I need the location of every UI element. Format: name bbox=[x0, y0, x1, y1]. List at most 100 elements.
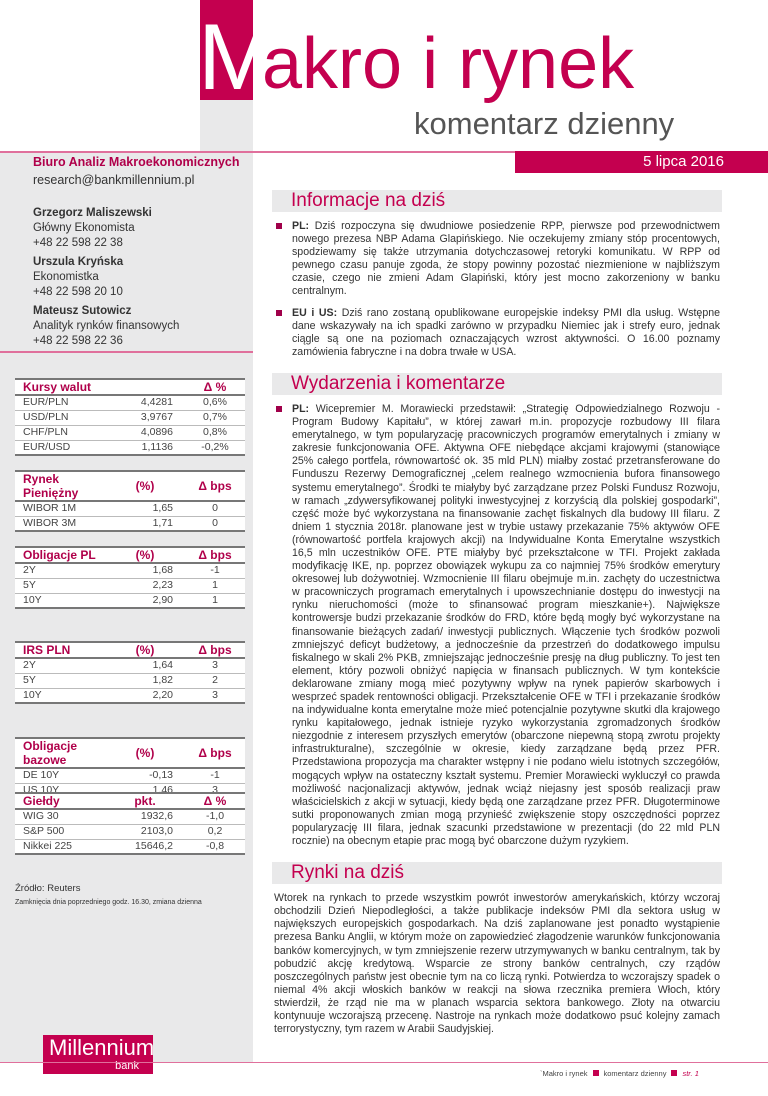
value: 1,71 bbox=[105, 516, 185, 532]
instrument: Nikkei 225 bbox=[15, 839, 105, 855]
instrument: 5Y bbox=[15, 578, 105, 594]
market-table: Obligacje bazowe (%) Δ bps DE 10Y -0,13 -1 US … bbox=[15, 737, 245, 799]
change: 0 bbox=[185, 516, 245, 532]
title-initial-block: M bbox=[200, 0, 253, 100]
table-title: IRS PLN bbox=[15, 641, 105, 659]
decor-strip bbox=[200, 100, 253, 152]
column-header: (%) bbox=[105, 737, 185, 769]
column-header: Δ % bbox=[185, 378, 245, 396]
change: 3 bbox=[185, 688, 245, 704]
table-row: WIBOR 1M 1,65 0 bbox=[15, 501, 245, 517]
instrument: WIG 30 bbox=[15, 809, 105, 825]
change: 0,2 bbox=[185, 824, 245, 840]
change: 3 bbox=[185, 658, 245, 674]
value: 1,82 bbox=[105, 673, 185, 689]
change: -0,8 bbox=[185, 839, 245, 855]
table-row: 5Y 2,23 1 bbox=[15, 578, 245, 594]
table-row: CHF/PLN 4,0896 0,8% bbox=[15, 425, 245, 441]
table-row: 2Y 1,64 3 bbox=[15, 658, 245, 674]
table-row: EUR/USD 1,1136 -0,2% bbox=[15, 440, 245, 456]
value: 2,90 bbox=[105, 593, 185, 609]
table-row: WIBOR 3M 1,71 0 bbox=[15, 516, 245, 532]
table-title: Kursy walut bbox=[15, 378, 105, 396]
market-table: Giełdy pkt. Δ % WIG 30 1932,6 -1,0 S&P 500 2103… bbox=[15, 792, 245, 855]
contact-person: Mateusz Sutowicz Analityk rynków finansow… bbox=[33, 305, 180, 347]
change: 0,8% bbox=[185, 425, 245, 441]
contact-person: Grzegorz Maliszewski Główny Ekonomista +48… bbox=[33, 207, 152, 249]
table-row: DE 10Y -0,13 -1 bbox=[15, 768, 245, 784]
bullet-item: PL: Dziś rozpoczyna się dwudniowe posied… bbox=[276, 220, 720, 298]
table-row: 5Y 1,82 2 bbox=[15, 673, 245, 689]
market-table: Kursy walut Δ % EUR/PLN 4,4281 0,6% USD/PLN 3,… bbox=[15, 378, 245, 456]
change: -1,0 bbox=[185, 809, 245, 825]
millennium-logo: Millennium bank bbox=[43, 1035, 153, 1075]
change: 1 bbox=[185, 593, 245, 609]
table-title: Obligacje PL bbox=[15, 546, 105, 564]
value: 2,20 bbox=[105, 688, 185, 704]
column-header: Δ bps bbox=[185, 737, 245, 769]
instrument: WIBOR 1M bbox=[15, 501, 105, 517]
instrument: USD/PLN bbox=[15, 410, 105, 426]
column-header: Δ bps bbox=[185, 546, 245, 564]
email-link[interactable]: research@bankmillennium.pl bbox=[33, 173, 195, 187]
value: 4,4281 bbox=[105, 395, 185, 411]
divider bbox=[0, 151, 768, 153]
column-header: (%) bbox=[105, 641, 185, 659]
instrument: CHF/PLN bbox=[15, 425, 105, 441]
change: 0,6% bbox=[185, 395, 245, 411]
contact-person: Urszula Kryńska Ekonomistka +48 22 598 20 … bbox=[33, 256, 124, 298]
instrument: EUR/PLN bbox=[15, 395, 105, 411]
table-row: Nikkei 225 15646,2 -0,8 bbox=[15, 839, 245, 855]
value: 2103,0 bbox=[105, 824, 185, 840]
market-table: IRS PLN (%) Δ bps 2Y 1,64 3 5Y 1,82 2 10Y 2,20 3 bbox=[15, 641, 245, 704]
page-footer: `Makro i rynek komentarz dzienny str. 1 bbox=[540, 1069, 699, 1079]
table-row: 2Y 1,68 -1 bbox=[15, 563, 245, 579]
instrument: 5Y bbox=[15, 673, 105, 689]
markets-paragraph: Wtorek na rynkach to przede wszystkim po… bbox=[274, 892, 720, 1036]
value: 1,65 bbox=[105, 501, 185, 517]
change: 2 bbox=[185, 673, 245, 689]
column-header: pkt. bbox=[105, 792, 185, 810]
divider bbox=[0, 351, 253, 353]
column-header: (%) bbox=[105, 546, 185, 564]
value: 1932,6 bbox=[105, 809, 185, 825]
change: -1 bbox=[185, 768, 245, 784]
table-title: Obligacje bazowe bbox=[15, 737, 105, 769]
column-header: (%) bbox=[105, 470, 185, 502]
instrument: EUR/USD bbox=[15, 440, 105, 456]
table-row: EUR/PLN 4,4281 0,6% bbox=[15, 395, 245, 411]
value: 2,23 bbox=[105, 578, 185, 594]
source-label: Źródło: Reuters bbox=[15, 883, 81, 894]
column-header: Δ % bbox=[185, 792, 245, 810]
instrument: 2Y bbox=[15, 563, 105, 579]
section-heading-markets: Rynki na dziś bbox=[272, 862, 722, 885]
market-table: Rynek Pieniężny (%) Δ bps WIBOR 1M 1,65 0 WIBO… bbox=[15, 470, 245, 532]
instrument: S&P 500 bbox=[15, 824, 105, 840]
value: 1,1136 bbox=[105, 440, 185, 456]
value: 3,9767 bbox=[105, 410, 185, 426]
org-name: Biuro Analiz Makroekonomicznych bbox=[33, 155, 240, 169]
bullet-item: PL: Wicepremier M. Morawiecki przedstawi… bbox=[276, 402, 720, 848]
market-table: Obligacje PL (%) Δ bps 2Y 1,68 -1 5Y 2,23 1 10Y 2,… bbox=[15, 546, 245, 609]
bullet-item: EU i US: Dziś rano zostaną opublikowane … bbox=[276, 306, 720, 358]
column-header: Δ bps bbox=[185, 470, 245, 502]
value: 1,68 bbox=[105, 563, 185, 579]
source-note: Zamknięcia dnia poprzedniego godz. 16.30… bbox=[15, 899, 202, 906]
value: 15646,2 bbox=[105, 839, 185, 855]
section-heading-events: Wydarzenia i komentarze bbox=[272, 372, 722, 395]
table-row: 10Y 2,20 3 bbox=[15, 688, 245, 704]
instrument: 2Y bbox=[15, 658, 105, 674]
table-title: Rynek Pieniężny bbox=[15, 470, 105, 502]
table-row: 10Y 2,90 1 bbox=[15, 593, 245, 609]
publication-title: akro i rynek bbox=[262, 24, 635, 104]
change: -1 bbox=[185, 563, 245, 579]
title-initial: M bbox=[200, 4, 253, 101]
publication-subtitle: komentarz dzienny bbox=[414, 106, 675, 141]
date-badge: 5 lipca 2016 bbox=[515, 151, 768, 173]
table-row: USD/PLN 3,9767 0,7% bbox=[15, 410, 245, 426]
table-title: Giełdy bbox=[15, 792, 105, 810]
instrument: 10Y bbox=[15, 688, 105, 704]
instrument: 10Y bbox=[15, 593, 105, 609]
change: 1 bbox=[185, 578, 245, 594]
